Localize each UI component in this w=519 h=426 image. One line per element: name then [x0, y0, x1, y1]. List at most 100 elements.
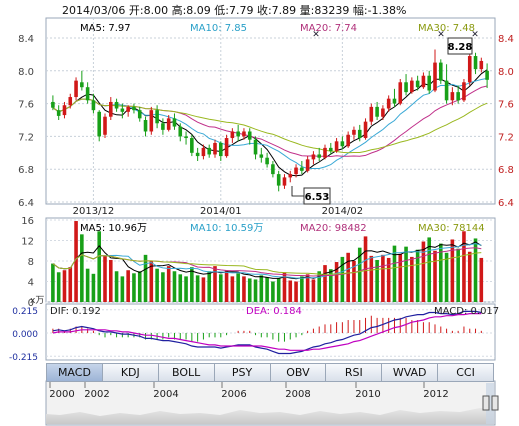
candle-body — [300, 167, 304, 171]
volume-legend-item: MA20: 98482 — [300, 223, 367, 234]
volume-bar — [242, 276, 246, 302]
indicator-tabs: MACD KDJ BOLL PSY OBV RSI WVAD CCI — [46, 363, 494, 382]
candle-body — [323, 147, 327, 158]
tab-obv[interactable]: OBV — [270, 363, 327, 382]
volume-bar — [450, 239, 455, 302]
volume-bar — [108, 259, 113, 302]
tab-kdj[interactable]: KDJ — [102, 363, 159, 382]
candle — [294, 164, 298, 178]
timeline-year-label: 2000 — [49, 389, 74, 400]
volume-ma30-line — [52, 252, 482, 275]
candle-body — [161, 123, 165, 130]
dea-legend: DEA: 0.184 — [246, 306, 302, 317]
candle — [369, 103, 374, 125]
candle-body — [473, 56, 478, 70]
tab-cci[interactable]: CCI — [438, 363, 494, 382]
candle — [114, 98, 119, 112]
candle — [485, 63, 489, 89]
candle-body — [404, 82, 408, 93]
marker-icon: ✕ — [471, 30, 479, 40]
tab-wvad[interactable]: WVAD — [382, 363, 439, 382]
date-tick-label: 2013/12 — [73, 206, 115, 217]
price-panel-frame — [45, 17, 496, 205]
price-tick-left: 7.2 — [18, 132, 34, 143]
candle — [410, 77, 414, 94]
volume-bar — [404, 246, 408, 302]
volume-bar — [103, 255, 107, 302]
candle — [166, 115, 171, 132]
volume-bar — [62, 270, 67, 302]
candle-body — [328, 147, 333, 152]
volume-bar — [433, 250, 437, 302]
candle-body — [201, 147, 206, 157]
volume-bar — [91, 273, 96, 302]
price-tick-left: 6.4 — [18, 198, 34, 209]
volume-bar — [213, 266, 217, 302]
candle — [473, 52, 478, 75]
tab-macd[interactable]: MACD — [46, 363, 103, 382]
candle-body — [172, 118, 177, 127]
candle-body — [184, 136, 188, 139]
candle — [450, 87, 455, 106]
candle — [363, 118, 368, 140]
volume-bar — [479, 257, 484, 302]
candle-body — [450, 92, 455, 101]
candle — [317, 147, 322, 161]
timeline-handle-left[interactable] — [482, 395, 490, 411]
candle-body — [456, 92, 460, 101]
volume-bar — [80, 234, 84, 302]
marker-icon: ✕ — [312, 30, 320, 40]
candle — [137, 106, 142, 122]
candle — [195, 147, 200, 161]
candle-body — [334, 141, 339, 152]
candle — [103, 113, 107, 139]
candle — [456, 85, 460, 104]
volume-bar — [438, 243, 443, 302]
candle-body — [317, 154, 322, 158]
candle-body — [62, 105, 67, 116]
candle-body — [97, 111, 102, 137]
tab-psy[interactable]: PSY — [214, 363, 271, 382]
volume-bar — [317, 271, 322, 302]
volume-bar — [386, 257, 391, 302]
macd-tick: -0.215 — [9, 353, 38, 363]
candle — [247, 128, 252, 145]
volume-bar — [410, 256, 414, 302]
volume-bar — [294, 281, 298, 302]
candle-body — [462, 82, 466, 101]
candle — [375, 101, 379, 120]
candle — [213, 139, 217, 158]
timeline-selection[interactable] — [486, 383, 494, 424]
volume-bar — [114, 271, 119, 302]
candle-body — [410, 80, 414, 93]
candle-body — [392, 98, 397, 104]
timeline-year-label: 2002 — [84, 389, 109, 400]
candle-body — [444, 80, 449, 101]
dif-legend: DIF: 0.192 — [50, 306, 101, 317]
timeline-handle-right[interactable] — [491, 395, 499, 411]
volume-bar — [207, 271, 212, 302]
candle-body — [114, 101, 119, 109]
candle — [242, 128, 246, 140]
tab-boll[interactable]: BOLL — [158, 363, 215, 382]
volume-tick: 12 — [21, 237, 34, 248]
volume-bar — [288, 280, 293, 302]
ma5-line — [52, 69, 488, 177]
tab-rsi[interactable]: RSI — [326, 363, 383, 382]
candle-body — [363, 121, 368, 139]
candle-body — [137, 110, 142, 119]
volume-bar — [352, 261, 356, 302]
candle-body — [282, 177, 287, 186]
volume-bar — [369, 255, 374, 302]
candle-body — [421, 75, 426, 88]
candle-body — [155, 110, 159, 124]
candle — [352, 126, 356, 140]
volume-bar — [259, 275, 264, 302]
volume-bar — [357, 247, 362, 302]
candle-body — [51, 101, 55, 108]
volume-bar — [392, 245, 397, 302]
candle-body — [479, 60, 484, 70]
ma-legend-item: MA30: 7.48 — [418, 23, 475, 34]
price-tick-right: 8.0 — [498, 67, 514, 78]
